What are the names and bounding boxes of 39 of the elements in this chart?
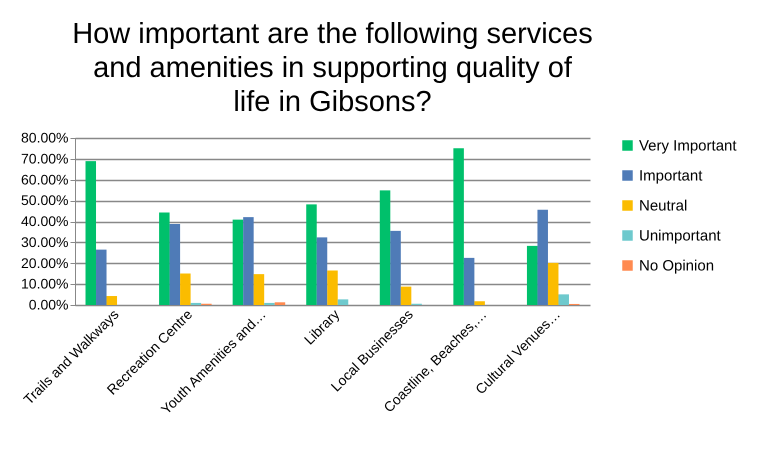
bar <box>180 273 191 305</box>
bar <box>96 250 107 305</box>
bar <box>232 220 244 305</box>
y-tick-label: 0.00% <box>28 296 68 312</box>
bar <box>243 217 254 305</box>
bar <box>474 301 485 305</box>
bar <box>558 294 569 305</box>
y-tick-label: 70.00% <box>21 150 68 166</box>
bar <box>526 246 538 305</box>
bar <box>390 230 401 305</box>
y-tick-label: 60.00% <box>21 171 68 188</box>
bar <box>86 161 96 305</box>
bar <box>254 274 264 305</box>
legend-label: Neutral <box>639 198 688 214</box>
bar <box>548 262 558 305</box>
bar <box>338 299 348 305</box>
legend-label: Very Important <box>639 138 738 154</box>
y-tick-label: 50.00% <box>21 192 68 208</box>
legend-label: Important <box>639 168 704 184</box>
y-tick-label: 20.00% <box>21 254 68 271</box>
y-tick-label: 10.00% <box>21 276 68 292</box>
y-tick-label: 30.00% <box>21 234 68 250</box>
bar <box>453 148 464 305</box>
bar <box>380 190 390 305</box>
bar <box>306 204 317 305</box>
bar <box>537 210 548 305</box>
bar <box>327 270 338 305</box>
bar <box>159 212 170 305</box>
bar <box>316 237 328 305</box>
bar <box>464 258 474 305</box>
bar <box>170 224 180 305</box>
y-tick-label: 40.00% <box>21 213 68 229</box>
bar <box>400 286 412 305</box>
legend-label: No Opinion <box>639 258 714 274</box>
chart-title: How important are the following services and amenities in supporting quality of life in Gibsons? <box>72 18 593 118</box>
bar <box>106 296 118 305</box>
bar <box>274 302 286 305</box>
y-tick-label: 80.00% <box>21 130 68 146</box>
legend-label: Unimportant <box>639 228 722 244</box>
